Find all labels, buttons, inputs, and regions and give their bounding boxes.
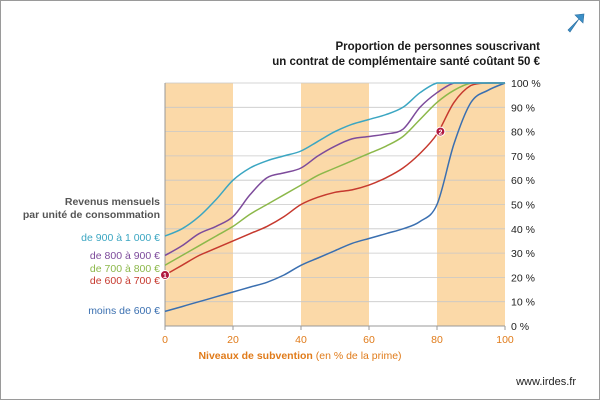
y-tick-label-100: 100 % bbox=[511, 78, 541, 90]
x-tick-label-20: 20 bbox=[227, 334, 239, 346]
y-tick-label-60: 60 % bbox=[511, 175, 535, 187]
legend-title: Revenus mensuels par unité de consommati… bbox=[23, 196, 160, 222]
y-tick-label-40: 40 % bbox=[511, 224, 535, 236]
legend-title-line2: par unité de consommation bbox=[22, 209, 160, 221]
marker-label-1: 1 bbox=[163, 273, 167, 280]
x-axis-title: Niveaux de subvention (en % de la prime) bbox=[0, 350, 600, 362]
x-tick-label-60: 60 bbox=[363, 334, 375, 346]
chart-title-line2: un contrat de complémentaire santé coûta… bbox=[272, 56, 540, 68]
y-tick-label-90: 90 % bbox=[511, 102, 535, 114]
x-tick-label-100: 100 bbox=[496, 334, 514, 346]
series-line-0 bbox=[164, 82, 505, 237]
series-label-moins-600: moins de 600 € bbox=[88, 305, 160, 317]
series-line-2 bbox=[164, 82, 505, 266]
legend-title-line1: Revenus mensuels bbox=[64, 196, 160, 208]
y-tick-label-0: 0 % bbox=[511, 321, 529, 333]
x-tick-label-40: 40 bbox=[295, 334, 307, 346]
series-label-600-700: de 600 à 700 € bbox=[89, 275, 160, 287]
series-label-700-800: de 700 à 800 € bbox=[89, 263, 160, 275]
marker-2 bbox=[435, 126, 446, 137]
x-tick-label-0: 0 bbox=[162, 334, 168, 346]
x-axis-title-main: Niveaux de subvention bbox=[198, 350, 313, 362]
x-tick-label-80: 80 bbox=[431, 334, 443, 346]
y-tick-label-20: 20 % bbox=[511, 272, 535, 284]
y-tick-label-50: 50 % bbox=[511, 200, 535, 212]
y-tick-label-10: 10 % bbox=[511, 297, 535, 309]
y-tick-label-30: 30 % bbox=[511, 248, 535, 260]
series-label-800-900: de 800 à 900 € bbox=[89, 250, 160, 262]
y-tick-label-80: 80 % bbox=[511, 127, 535, 139]
chart-title: Proportion de personnes souscrivant un c… bbox=[272, 40, 540, 70]
y-tick-label-70: 70 % bbox=[511, 151, 535, 163]
marker-1 bbox=[160, 269, 170, 280]
chart-title-line1: Proportion de personnes souscrivant bbox=[335, 41, 540, 53]
series-line-4 bbox=[164, 82, 506, 313]
x-axis-title-sub: (en % de la prime) bbox=[312, 350, 402, 362]
series-line-3 bbox=[164, 82, 505, 276]
series-label-900-1000: de 900 à 1 000 € bbox=[81, 232, 160, 244]
marker-label-2: 2 bbox=[438, 130, 442, 137]
site-link[interactable]: www.irdes.fr bbox=[516, 376, 576, 388]
expand-icon[interactable] bbox=[562, 10, 588, 36]
series-line-1 bbox=[164, 82, 505, 257]
